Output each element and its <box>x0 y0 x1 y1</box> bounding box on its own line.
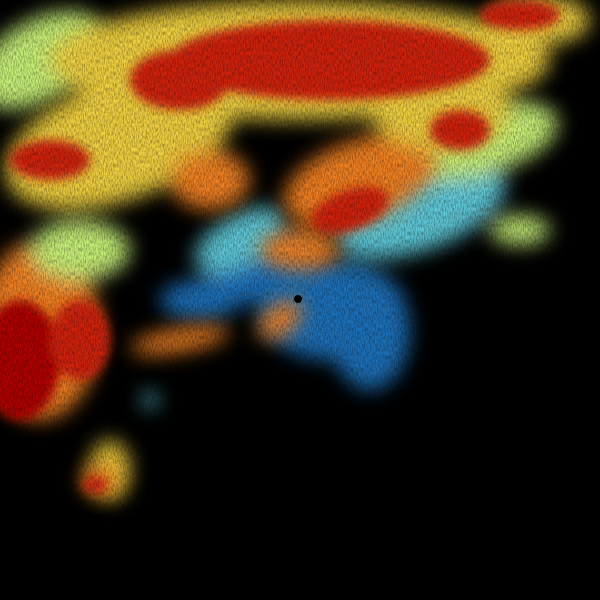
radar-site-marker <box>294 295 302 303</box>
